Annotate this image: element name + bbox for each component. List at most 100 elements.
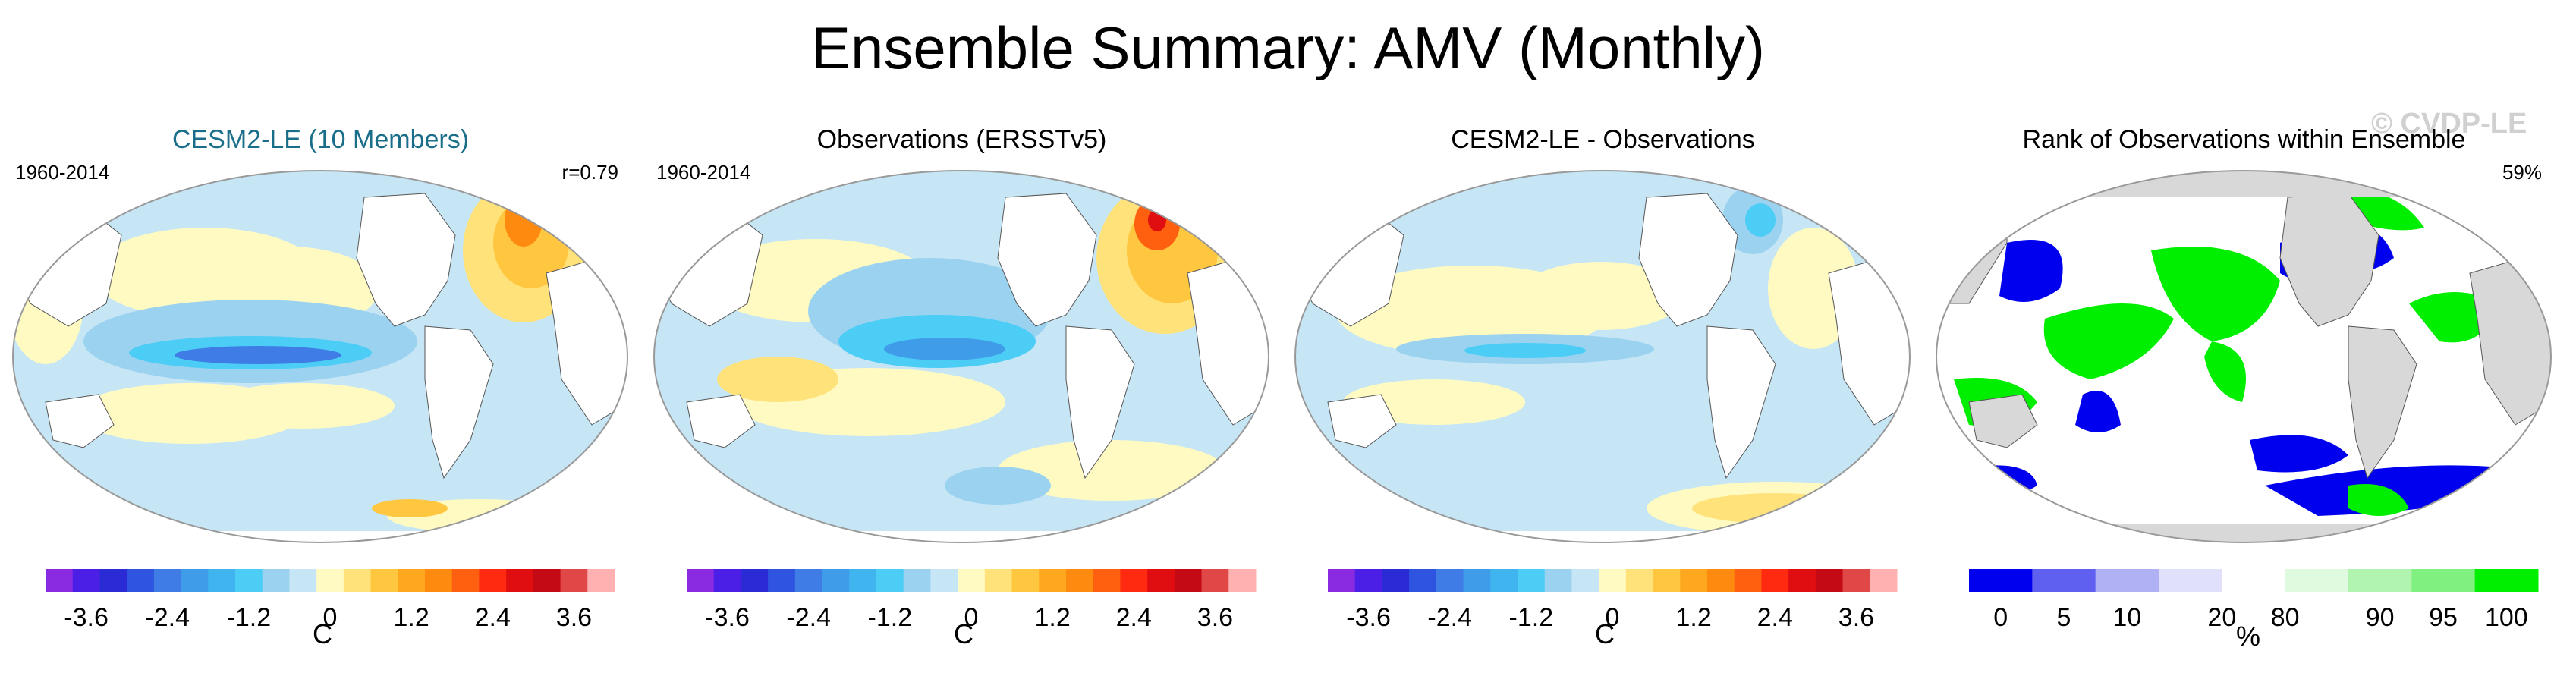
colorbar-tick-label: -2.4 [1427, 603, 1472, 632]
colorbar-tick-label: 2.4 [1116, 603, 1152, 632]
colorbar-swatch [289, 569, 317, 592]
colorbar-swatch [2159, 569, 2222, 592]
colorbar-swatch [1120, 569, 1148, 592]
colorbar-tick-label: 0 [1993, 603, 2008, 632]
map-diff [1294, 170, 1911, 543]
colorbar-swatch [1734, 569, 1762, 592]
colorbar-swatch [849, 569, 877, 592]
colorbar-cesm: -3.6 -2.4 -1.2 0 1.2 2.4 3.6 [46, 569, 615, 632]
colorbar-swatch [1969, 569, 2033, 592]
colorbar-swatch [370, 569, 398, 592]
colorbar-swatch [587, 569, 615, 592]
colorbar-unit-rank: % [2236, 621, 2261, 652]
panel-title-rank: Rank of Observations within Ensemble [2022, 125, 2466, 154]
colorbar-unit-diff: C [1595, 618, 1615, 649]
colorbar-tick-label: 1.2 [394, 603, 429, 632]
colorbar-swatch [930, 569, 958, 592]
colorbar-swatch [343, 569, 372, 592]
colorbar-tick-label: 2.4 [475, 603, 511, 632]
colorbar-tick-label: 0 [1606, 603, 1620, 632]
colorbar-swatch [768, 569, 796, 592]
colorbar-swatch [2411, 569, 2476, 592]
colorbar-tick-label: 20 [2207, 603, 2236, 632]
colorbar-swatch [1328, 569, 1356, 592]
colorbar-swatch [127, 569, 155, 592]
colorbar-swatch [1228, 569, 1257, 592]
colorbar-swatch [560, 569, 588, 592]
colorbar-tick-label: -2.4 [145, 603, 190, 632]
colorbar-swatch [984, 569, 1013, 592]
map-cesm [12, 170, 628, 543]
colorbar-rank: 0 5 10 20 80 90 95 100 [1969, 569, 2539, 632]
colorbar-swatch [1653, 569, 1681, 592]
colorbar-swatch [425, 569, 453, 592]
map-obs [653, 170, 1269, 543]
colorbar-tick-label: 0 [323, 603, 338, 632]
colorbar-tick-label: 100 [2485, 603, 2528, 632]
colorbar-swatches [46, 569, 615, 592]
colorbar-swatch [1842, 569, 1870, 592]
colorbar-tick-label: 3.6 [1197, 603, 1233, 632]
colorbar-swatch [713, 569, 741, 592]
colorbar-tick-label: 3.6 [1838, 603, 1874, 632]
colorbar-swatch [1815, 569, 1844, 592]
colorbar-tick-label: 2.4 [1757, 603, 1793, 632]
colorbar-tick-label: 95 [2429, 603, 2458, 632]
colorbar-tick-label: -2.4 [786, 603, 831, 632]
panel-diff: CESM2-LE - Observations -3.6 -2.4 -1.2 0 1.2… [1282, 121, 1923, 668]
colorbar-swatch [1093, 569, 1121, 592]
panel-title-cesm: CESM2-LE (10 Members) [171, 125, 470, 154]
colorbar-swatch [1382, 569, 1410, 592]
colorbar-swatch [1066, 569, 1094, 592]
colorbar-swatch [1463, 569, 1491, 592]
colorbar-swatch [262, 569, 290, 592]
period-label-cesm: 1960-2014 [15, 161, 110, 184]
colorbar-diff: -3.6 -2.4 -1.2 0 1.2 2.4 3.6 [1328, 569, 1898, 632]
colorbar-swatch [1039, 569, 1067, 592]
colorbar-tick-label: -3.6 [1346, 603, 1391, 632]
colorbar-swatch [1147, 569, 1175, 592]
colorbar-swatch [1436, 569, 1464, 592]
colorbar-tick-label: -3.6 [64, 603, 109, 632]
colorbar-tick-label: 1.2 [1035, 603, 1071, 632]
colorbar-swatch [72, 569, 100, 592]
panel-rank: Rank of Observations within Ensemble 59% [1923, 121, 2565, 668]
colorbar-swatch [794, 569, 823, 592]
colorbar-swatch [479, 569, 507, 592]
colorbar-swatch [1761, 569, 1789, 592]
colorbar-tick-label: 0 [964, 603, 979, 632]
colorbar-swatch [876, 569, 904, 592]
panel-title-diff: CESM2-LE - Observations [1451, 125, 1755, 154]
colorbar-tick-label: 1.2 [1676, 603, 1712, 632]
colorbar-swatch [99, 569, 127, 592]
colorbar-swatch [1788, 569, 1816, 592]
panel-cesm: CESM2-LE (10 Members) 1960-2014 r=0.79 [0, 121, 641, 668]
colorbar-tick-label: 10 [2112, 603, 2141, 632]
colorbar-ticks: -3.6 -2.4 -1.2 0 1.2 2.4 3.6 [64, 603, 592, 632]
colorbar-swatch [2474, 569, 2539, 592]
colorbar-swatch [1354, 569, 1382, 592]
colorbar-swatch [822, 569, 850, 592]
colorbar-swatch [1707, 569, 1735, 592]
correlation-label-cesm: r=0.79 [561, 161, 618, 184]
colorbar-swatch [2032, 569, 2096, 592]
colorbar-swatch [398, 569, 426, 592]
colorbar-obs: -3.6 -2.4 -1.2 0 1.2 2.4 3.6 [687, 569, 1257, 632]
colorbar-swatch [1518, 569, 1546, 592]
colorbar-swatch [181, 569, 209, 592]
panel-obs: Observations (ERSSTv5) 1960-2014 [641, 121, 1282, 668]
colorbar-tick-label: 90 [2366, 603, 2395, 632]
map-rank [1936, 170, 2552, 543]
colorbar-swatch [1680, 569, 1708, 592]
colorbar-swatch [1870, 569, 1898, 592]
colorbar-swatch [958, 569, 986, 592]
colorbar-tick-label: 5 [2057, 603, 2071, 632]
main-title: Ensemble Summary: AMV (Monthly) [810, 14, 1766, 81]
colorbar-swatch [687, 569, 715, 592]
colorbar-swatch [741, 569, 769, 592]
rank-percent-label: 59% [2502, 161, 2542, 184]
colorbar-tick-label: -3.6 [705, 603, 750, 632]
colorbar-tick-label: 80 [2271, 603, 2300, 632]
colorbar-swatch [1011, 569, 1040, 592]
colorbar-swatch [2095, 569, 2159, 592]
